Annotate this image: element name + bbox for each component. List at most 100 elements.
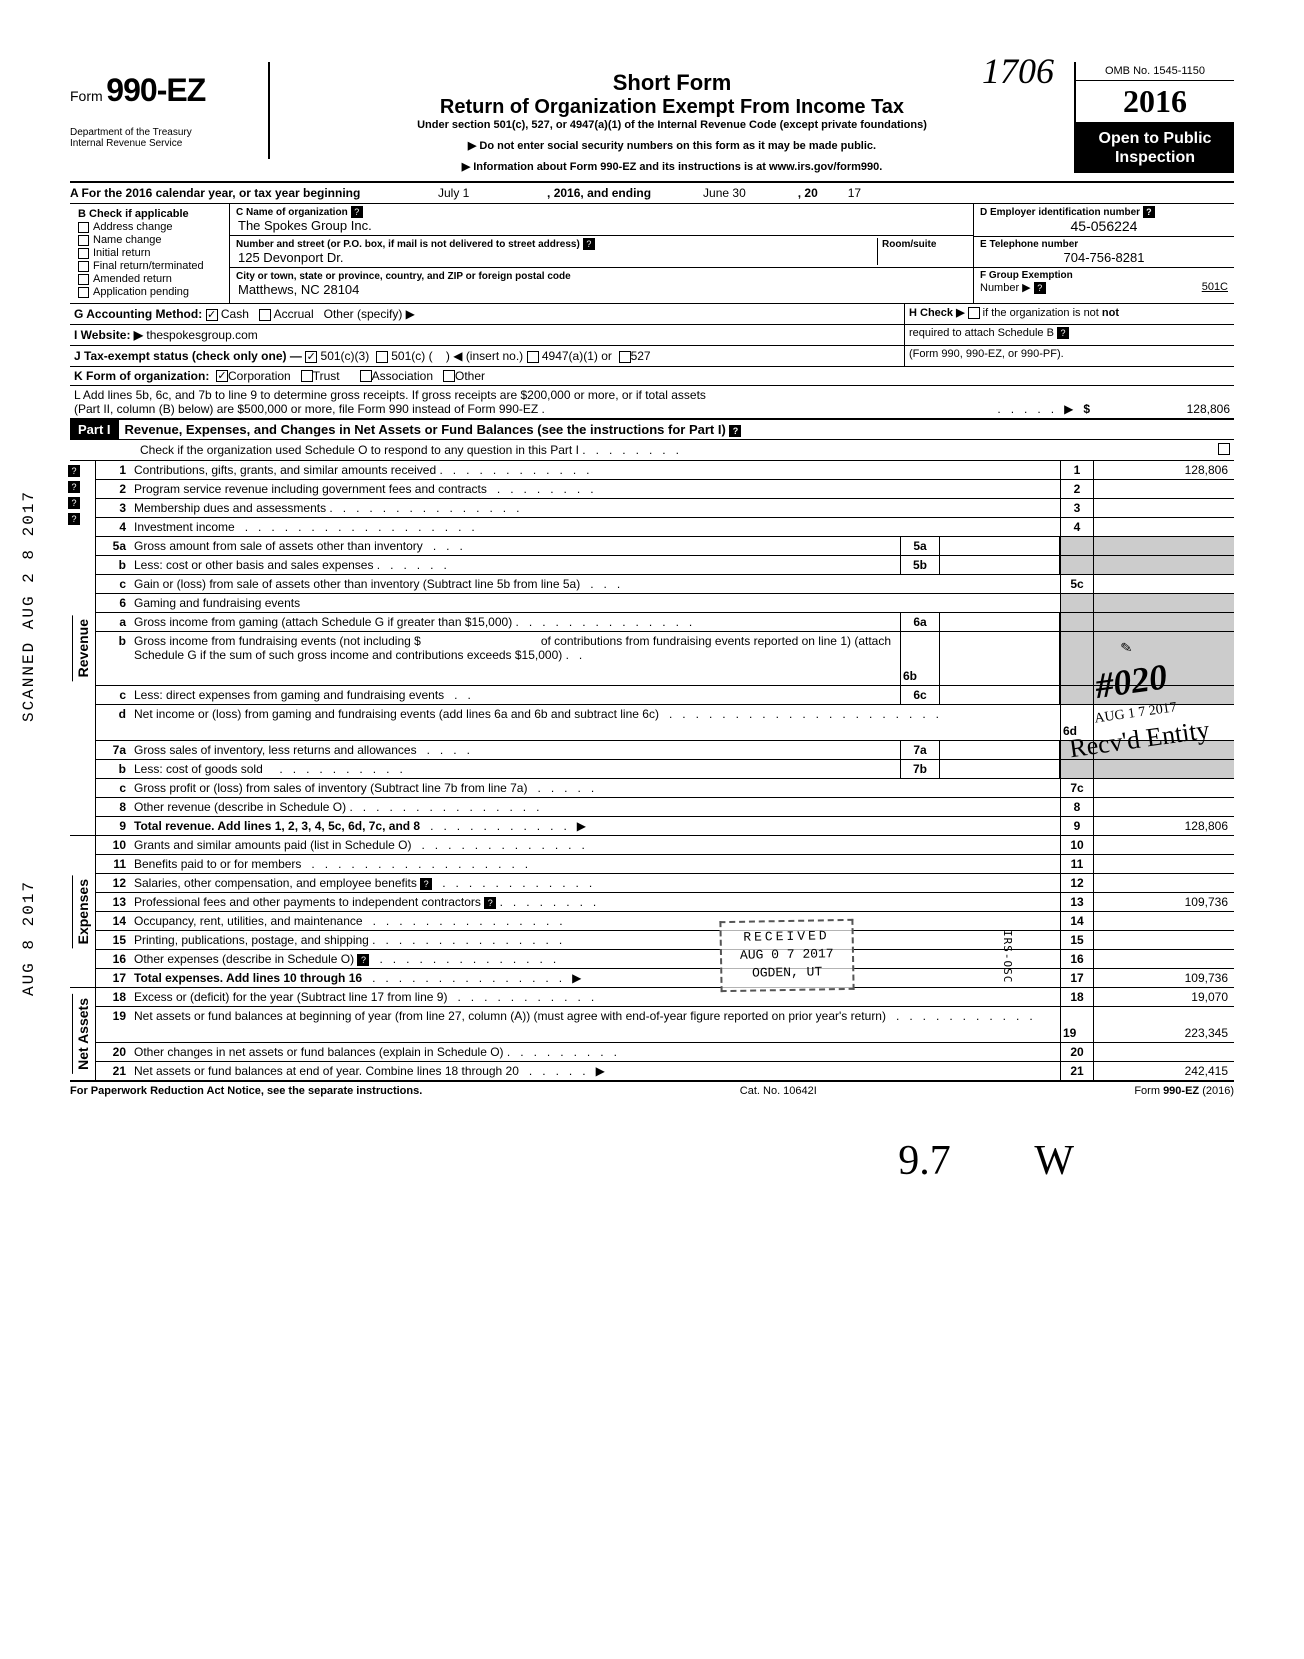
under-section: Under section 501(c), 527, or 4947(a)(1)… xyxy=(280,119,1064,131)
paperwork-notice: For Paperwork Reduction Act Notice, see … xyxy=(70,1085,422,1097)
checkbox-schedule-b[interactable] xyxy=(968,307,980,319)
omb-number: OMB No. 1545-1150 xyxy=(1076,62,1234,81)
expenses-side-label: Expenses xyxy=(72,875,93,948)
help-icon[interactable]: ? xyxy=(68,465,80,477)
help-icon[interactable]: ? xyxy=(1057,327,1069,339)
line-17-value: 109,736 xyxy=(1094,969,1234,987)
line-19-value: 223,345 xyxy=(1094,1007,1234,1042)
checkbox-527[interactable] xyxy=(619,351,631,363)
line-12-value xyxy=(1094,874,1234,892)
tax-year: 20201616 xyxy=(1076,81,1234,123)
return-title: Return of Organization Exempt From Incom… xyxy=(280,96,1064,119)
form-page: 1706 SCANNED AUG 2 8 2017 AUG 8 2017 For… xyxy=(70,50,1234,1185)
checkbox-accrual[interactable] xyxy=(259,309,271,321)
org-name: The Spokes Group Inc. xyxy=(236,218,967,233)
line-3-value xyxy=(1094,499,1234,517)
received-stamp: RECEIVED AUG 0 7 2017 OGDEN, UT xyxy=(720,919,855,992)
help-icon[interactable]: ? xyxy=(484,897,496,909)
line-7c-value xyxy=(1094,779,1234,797)
revenue-section: Revenue 1Contributions, gifts, grants, a… xyxy=(70,461,1234,836)
line-20-value xyxy=(1094,1043,1234,1061)
website: thespokesgroup.com xyxy=(146,328,257,342)
expenses-section: Expenses 10Grants and similar amounts pa… xyxy=(70,836,1234,988)
net-assets-side-label: Net Assets xyxy=(72,994,93,1074)
ein: 45-056224 xyxy=(980,218,1228,234)
checkbox-501c[interactable] xyxy=(376,351,388,363)
line-14-value xyxy=(1094,912,1234,930)
checkbox-application-pending[interactable] xyxy=(78,287,89,298)
line-21-value: 242,415 xyxy=(1094,1062,1234,1080)
checkbox-other-org[interactable] xyxy=(443,370,455,382)
checkbox-4947[interactable] xyxy=(527,351,539,363)
short-form-title: Short Form xyxy=(280,70,1064,96)
checkbox-schedule-o[interactable] xyxy=(1218,443,1230,455)
handwritten-bottom: 9.7 W xyxy=(70,1137,1234,1185)
dept-treasury: Department of the Treasury xyxy=(70,127,268,138)
help-icon[interactable]: ? xyxy=(1034,282,1046,294)
help-icon[interactable]: ? xyxy=(68,497,80,509)
line-11-value xyxy=(1094,855,1234,873)
omb-block: OMB No. 1545-1150 20201616 Open to Publi… xyxy=(1074,62,1234,173)
form-prefix: Form xyxy=(70,88,103,104)
checkbox-association[interactable] xyxy=(360,370,372,382)
help-icon[interactable]: ? xyxy=(351,206,363,218)
page-footer: For Paperwork Reduction Act Notice, see … xyxy=(70,1082,1234,1097)
section-a-calendar-year: A For the 2016 calendar year, or tax yea… xyxy=(70,183,1234,204)
help-icon[interactable]: ? xyxy=(420,878,432,890)
checkbox-corporation[interactable]: ✓ xyxy=(216,370,228,382)
city-state-zip: Matthews, NC 28104 xyxy=(236,282,967,297)
part-i-header: Part I Revenue, Expenses, and Changes in… xyxy=(70,420,1234,440)
instructions-link: ▶ Information about Form 990-EZ and its … xyxy=(280,160,1064,173)
part-i-check: Check if the organization used Schedule … xyxy=(70,440,1234,461)
checkbox-amended-return[interactable] xyxy=(78,274,89,285)
line-10-value xyxy=(1094,836,1234,854)
revenue-side-label: Revenue xyxy=(72,615,93,681)
open-to-public: Open to Public Inspection xyxy=(1076,123,1234,173)
street-address: 125 Devonport Dr. xyxy=(236,250,877,265)
line-13-value: 109,736 xyxy=(1094,893,1234,911)
checkbox-name-change[interactable] xyxy=(78,235,89,246)
checkbox-501c3[interactable]: ✓ xyxy=(305,351,317,363)
line-8-value xyxy=(1094,798,1234,816)
section-j-row: J Tax-exempt status (check only one) — ✓… xyxy=(70,346,1234,367)
help-icon[interactable]: ? xyxy=(68,481,80,493)
line-2-value xyxy=(1094,480,1234,498)
checkbox-final-return[interactable] xyxy=(78,261,89,272)
section-k: K Form of organization: ✓ Corporation Tr… xyxy=(70,367,1234,386)
form-version: Form 990-EZ (2016) xyxy=(1134,1085,1234,1097)
line-9-value: 128,806 xyxy=(1094,817,1234,835)
handwritten-020: ✎ #020 AUG 1 7 2017 Recv'd Entity xyxy=(1055,631,1211,766)
checkbox-cash[interactable]: ✓ xyxy=(206,309,218,321)
net-assets-section: Net Assets 18Excess or (deficit) for the… xyxy=(70,988,1234,1082)
gross-receipts: 128,806 xyxy=(1090,402,1230,416)
checkbox-address-change[interactable] xyxy=(78,222,89,233)
part-i-label: Part I xyxy=(70,420,119,439)
scanned-stamp-2: AUG 8 2017 xyxy=(20,880,38,996)
help-icon[interactable]: ? xyxy=(357,954,369,966)
line-1-value: 128,806 xyxy=(1094,461,1234,479)
help-icon[interactable]: ? xyxy=(583,238,595,250)
help-icon[interactable]: ? xyxy=(1143,206,1155,218)
section-gh: G Accounting Method: ✓ Cash Accrual Othe… xyxy=(70,304,1234,325)
line-5c-value xyxy=(1094,575,1234,593)
form-header: Form 990-EZ Department of the Treasury I… xyxy=(70,62,1234,183)
help-icon[interactable]: ? xyxy=(68,513,80,525)
form-number: 990-EZ xyxy=(106,72,205,108)
checkbox-initial-return[interactable] xyxy=(78,248,89,259)
line-4-value xyxy=(1094,518,1234,536)
section-c: C Name of organization ? The Spokes Grou… xyxy=(230,204,974,303)
telephone: 704-756-8281 xyxy=(980,250,1228,265)
dept-irs: Internal Revenue Service xyxy=(70,138,268,149)
org-info-grid: B Check if applicable Address change Nam… xyxy=(70,204,1234,304)
end-month: June 30 xyxy=(654,186,794,200)
group-exemption: 501C xyxy=(1202,281,1228,293)
end-year: 17 xyxy=(821,186,861,200)
checkbox-trust[interactable] xyxy=(301,370,313,382)
form-number-block: Form 990-EZ Department of the Treasury I… xyxy=(70,62,270,159)
help-icon[interactable]: ? xyxy=(729,425,741,437)
help-icons-column: ? ? ? ? xyxy=(68,463,80,527)
ssn-warning: ▶ Do not enter social security numbers o… xyxy=(280,139,1064,152)
scanned-stamp-1: SCANNED AUG 2 8 2017 xyxy=(20,490,38,722)
begin-date: July 1 xyxy=(364,186,544,200)
section-def: D Employer identification number ? 45-05… xyxy=(974,204,1234,303)
